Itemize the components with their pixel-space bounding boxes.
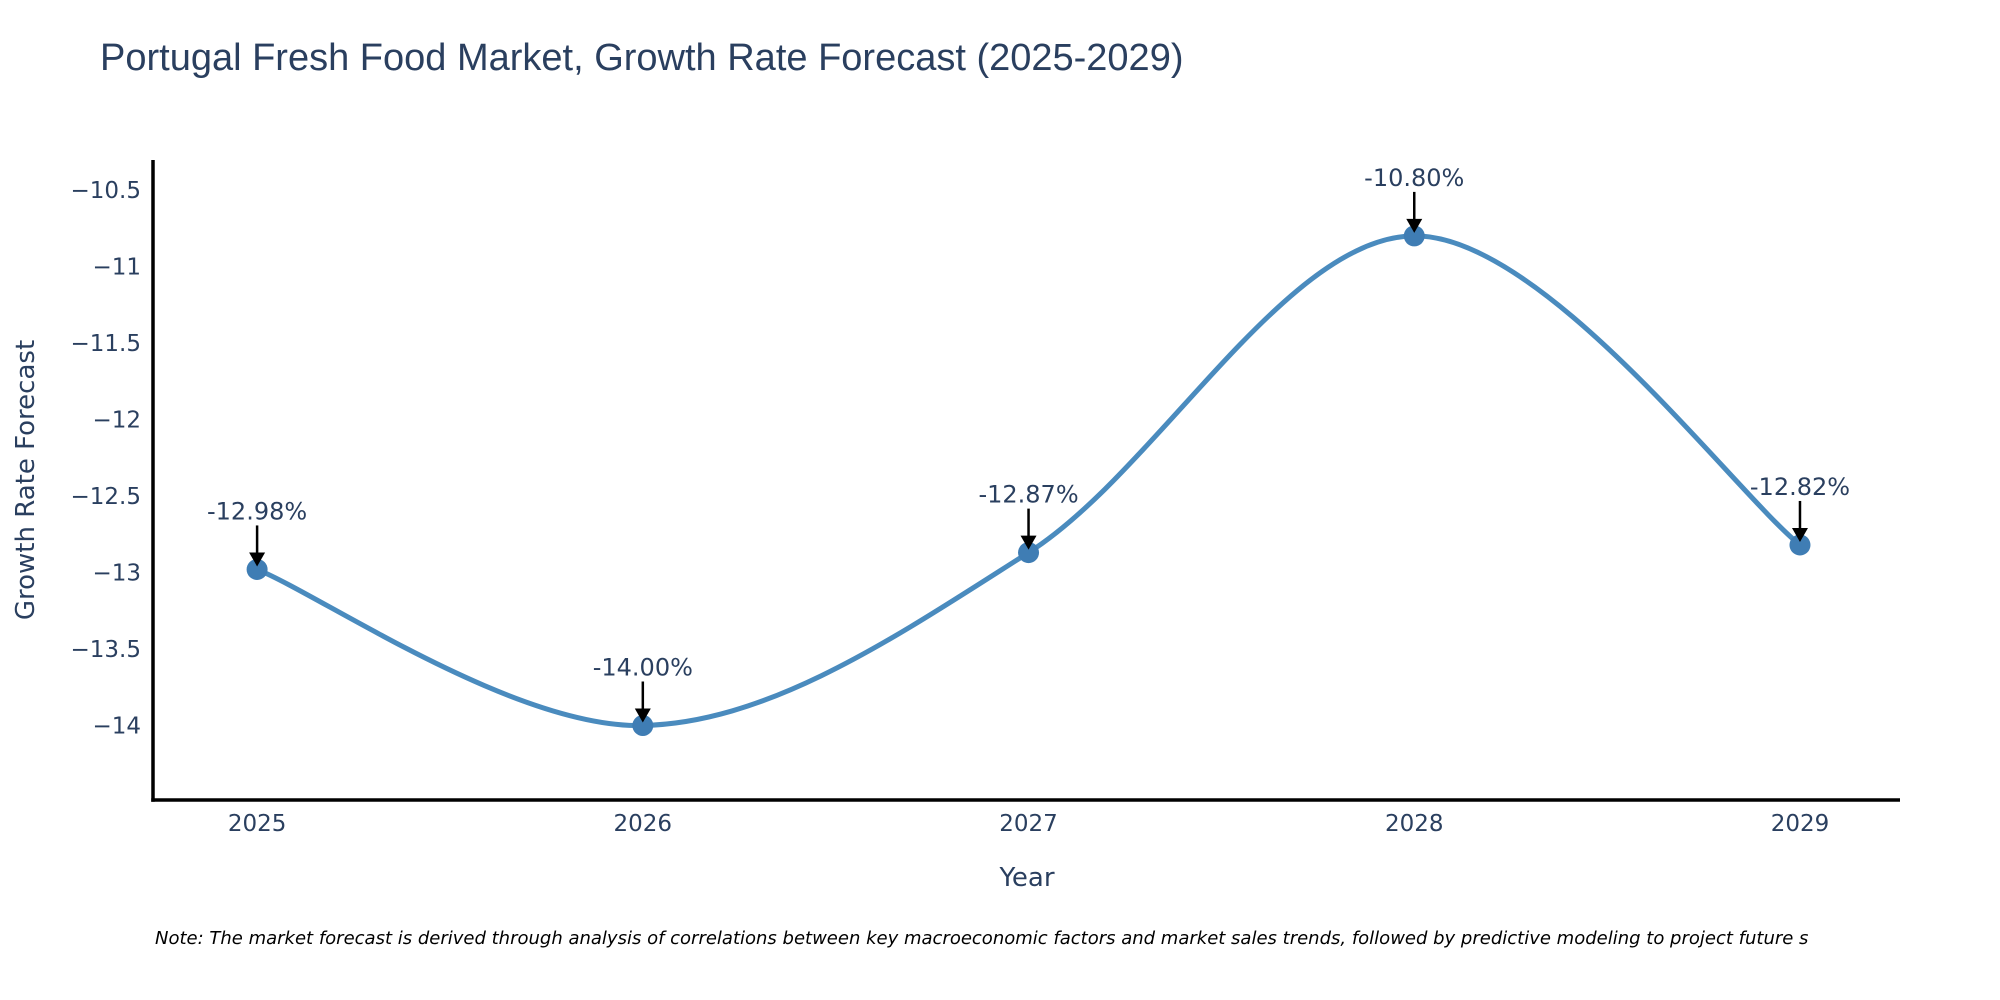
data-point-label: -12.82%: [1750, 473, 1850, 501]
x-tick-label: 2026: [614, 811, 673, 837]
x-axis-title: Year: [999, 863, 1055, 893]
annotation-arrowhead-icon: [249, 552, 266, 567]
y-tick-label: −10.5: [71, 178, 141, 204]
y-tick-label: −13: [92, 561, 141, 587]
y-tick-label: −13.5: [71, 637, 141, 663]
y-tick-label: −14: [92, 714, 141, 740]
data-point-marker[interactable]: [246, 558, 268, 580]
annotation-arrowhead-icon: [1406, 218, 1423, 233]
y-tick-label: −12.5: [71, 484, 141, 510]
y-tick-label: −11: [92, 255, 141, 281]
footnote: Note: The market forecast is derived thr…: [155, 928, 1809, 949]
data-point-marker[interactable]: [1403, 225, 1425, 247]
data-point-marker[interactable]: [1789, 534, 1811, 556]
annotation-arrowhead-icon: [634, 708, 651, 723]
chart-title: Portugal Fresh Food Market, Growth Rate …: [100, 37, 1184, 79]
data-point-label: -10.80%: [1364, 164, 1464, 192]
data-point-label: -12.87%: [978, 481, 1078, 509]
data-point-marker[interactable]: [1018, 542, 1040, 564]
x-tick-label: 2025: [228, 811, 287, 837]
data-point-label: -14.00%: [593, 654, 693, 682]
annotation-arrowhead-icon: [1020, 535, 1037, 550]
y-tick-label: −11.5: [71, 331, 141, 357]
forecast-line: [254, 233, 1803, 729]
x-tick-label: 2028: [1385, 811, 1444, 837]
y-axis-title: Growth Rate Forecast: [11, 339, 41, 621]
x-tick-label: 2027: [999, 811, 1058, 837]
data-point-marker[interactable]: [632, 715, 654, 736]
annotation-arrowhead-icon: [1791, 527, 1808, 542]
y-tick-label: −12: [92, 408, 141, 434]
data-point-label: -12.98%: [207, 497, 307, 525]
x-tick-label: 2029: [1771, 811, 1830, 837]
